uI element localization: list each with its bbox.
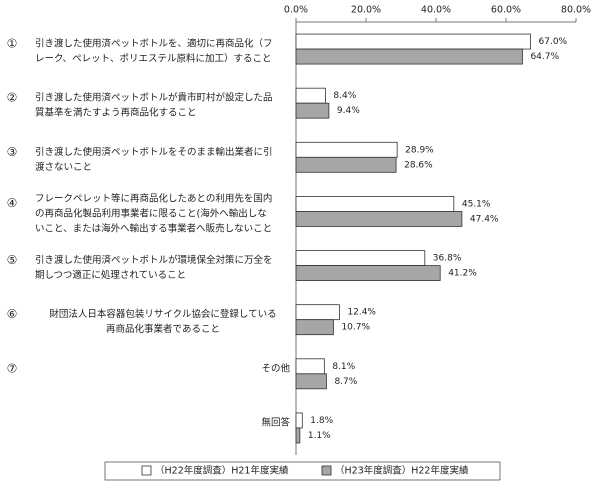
- value-label: 67.0%: [539, 37, 568, 47]
- bar: [295, 48, 523, 65]
- category-label: 引き渡した使用済ペットボトルを、適切に再商品化（フ: [35, 38, 273, 50]
- x-tick-label: 0.0%: [284, 5, 308, 16]
- category-label: 財団法人日本容器包装リサイクル協会に登録している: [49, 308, 276, 320]
- value-label: 28.6%: [404, 160, 433, 170]
- category-label: 引き渡した使用済ペットボトルが環境保全対策に万全を: [35, 254, 273, 266]
- category-label: その他: [261, 362, 290, 374]
- category-label: いこと、または海外へ輸出する事業者へ販売しないこと: [35, 222, 272, 234]
- value-label: 41.2%: [448, 269, 477, 279]
- category-label: 無回答: [261, 416, 290, 428]
- category-marker: ②: [7, 91, 18, 105]
- value-label: 12.4%: [347, 308, 376, 318]
- legend-box: [104, 461, 501, 481]
- category-label: 期しつつ適正に処理されていること: [35, 269, 186, 281]
- bar: [295, 102, 330, 119]
- bar: [295, 304, 340, 321]
- bar: [295, 319, 334, 336]
- category-label: 質基準を満たすよう再商品化すること: [35, 107, 197, 119]
- bar: [295, 87, 326, 104]
- category-label: 渡さないこと: [35, 161, 92, 173]
- bar: [295, 373, 327, 390]
- bar: [295, 427, 301, 444]
- legend-swatch: [141, 465, 152, 476]
- category-label: フレークペレット等に再商品化したあとの利用先を国内: [35, 192, 272, 204]
- bar: [295, 33, 531, 50]
- bar: [295, 141, 398, 158]
- value-label: 47.4%: [470, 214, 499, 224]
- value-label: 8.1%: [332, 362, 355, 372]
- bar: [295, 412, 303, 429]
- value-label: 28.9%: [405, 145, 434, 155]
- category-marker: ④: [7, 196, 18, 210]
- value-label: 9.4%: [337, 106, 360, 116]
- value-label: 1.1%: [308, 431, 331, 441]
- x-tick-label: 60.0%: [491, 5, 521, 16]
- legend-label: （H22年度調査）H21年度実績: [155, 465, 289, 477]
- category-label: 再商品化事業者であること: [106, 323, 220, 335]
- bar: [295, 211, 463, 227]
- bar: [295, 265, 441, 281]
- bar: [295, 156, 397, 173]
- value-label: 8.7%: [334, 377, 357, 387]
- category-marker: ⑦: [7, 361, 18, 375]
- bar: [295, 250, 426, 266]
- category-label: レーク、ペレット、ポリエステル原料に加工）すること: [35, 53, 271, 65]
- legend-swatch: [321, 465, 332, 476]
- value-label: 10.7%: [341, 323, 370, 333]
- category-marker: ⑤: [7, 253, 18, 267]
- value-label: 36.8%: [433, 254, 462, 264]
- category-marker: ⑥: [7, 307, 18, 321]
- x-tick-label: 40.0%: [421, 5, 451, 16]
- value-label: 64.7%: [530, 52, 559, 62]
- bar: [295, 358, 325, 375]
- x-tick-label: 80.0%: [561, 5, 591, 16]
- value-label: 1.8%: [310, 416, 333, 426]
- value-label: 45.1%: [462, 199, 491, 209]
- category-label: の再商品化製品利用事業者に限ること(海外へ輸出しな: [35, 207, 267, 219]
- legend-label: （H23年度調査）H22年度実績: [335, 465, 469, 477]
- category-label: 引き渡した使用済ペットボトルをそのまま輸出業者に引: [35, 146, 273, 158]
- category-marker: ①: [7, 37, 18, 51]
- x-tick-label: 20.0%: [351, 5, 381, 16]
- bar: [295, 196, 455, 212]
- value-label: 8.4%: [333, 91, 356, 101]
- category-marker: ③: [7, 145, 18, 159]
- category-label: 引き渡した使用済ペットボトルが貴市町村が設定した品: [35, 92, 273, 104]
